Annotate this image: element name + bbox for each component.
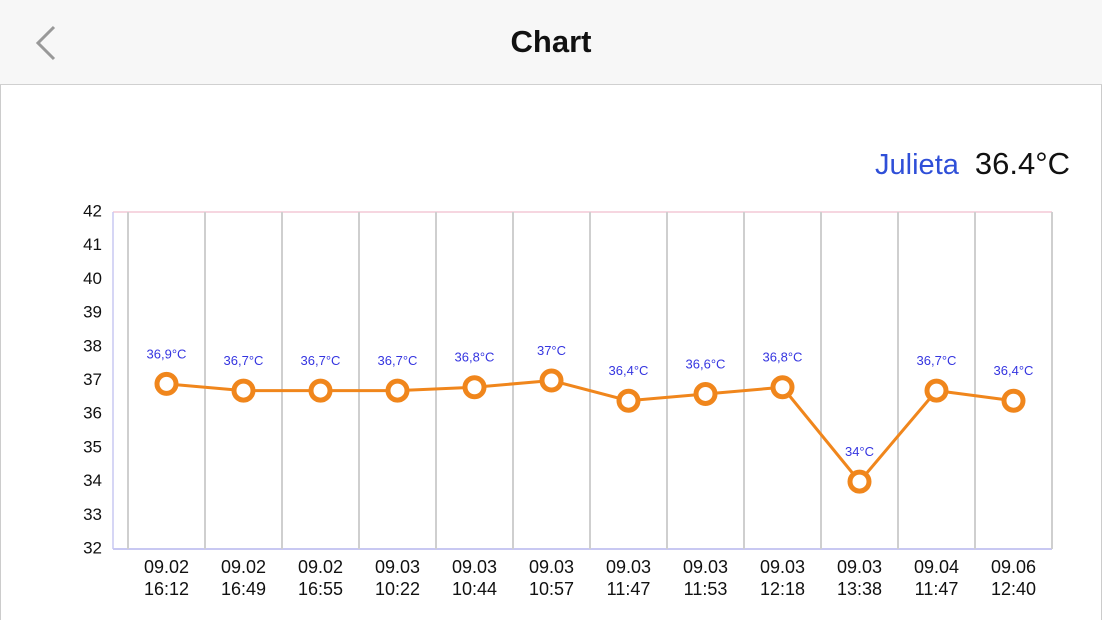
data-label: 34°C bbox=[845, 444, 874, 459]
point bbox=[770, 375, 795, 400]
y-tick-label: 40 bbox=[83, 269, 102, 288]
legend: Julieta 36.4°C bbox=[875, 146, 1070, 182]
y-tick-label: 36 bbox=[83, 404, 102, 423]
y-tick-label: 37 bbox=[83, 370, 102, 389]
x-tick-label: 09.04 11:47 bbox=[913, 557, 960, 599]
x-tick-label: 09.03 10:22 bbox=[374, 557, 421, 599]
data-label: 36,4°C bbox=[994, 363, 1034, 378]
back-chevron bbox=[35, 25, 56, 61]
data-label: 36,7°C bbox=[224, 353, 264, 368]
point bbox=[308, 378, 333, 403]
x-tick-label: 09.03 13:38 bbox=[836, 557, 883, 599]
y-tick-label: 38 bbox=[83, 336, 102, 355]
data-label: 36,8°C bbox=[763, 350, 803, 365]
data-label: 36,6°C bbox=[686, 356, 726, 371]
point bbox=[154, 371, 179, 396]
y-tick-label: 34 bbox=[83, 471, 102, 490]
x-tick-label: 09.03 11:47 bbox=[605, 557, 652, 599]
nav-bar: Chart bbox=[0, 0, 1102, 85]
point bbox=[462, 375, 487, 400]
point bbox=[847, 469, 872, 494]
x-tick-label: 09.03 10:57 bbox=[528, 557, 575, 599]
nav-title: Chart bbox=[510, 24, 592, 59]
legend-name: Julieta bbox=[875, 149, 959, 181]
point bbox=[616, 388, 641, 413]
point bbox=[924, 378, 949, 403]
x-tick-label: 09.02 16:55 bbox=[297, 557, 344, 599]
data-label: 36,9°C bbox=[147, 346, 187, 361]
point bbox=[231, 378, 256, 403]
y-tick-label: 33 bbox=[83, 505, 102, 524]
current-reading: 36.4°C bbox=[974, 146, 1070, 181]
point bbox=[539, 368, 564, 393]
point bbox=[693, 381, 718, 406]
data-label: 36,8°C bbox=[455, 350, 495, 365]
data-label: 36,4°C bbox=[609, 363, 649, 378]
data-label: 36,7°C bbox=[301, 353, 341, 368]
point bbox=[385, 378, 410, 403]
line bbox=[166, 378, 1014, 484]
data-label: 36,7°C bbox=[378, 353, 418, 368]
data-label: 36,7°C bbox=[917, 353, 957, 368]
x-tick-label: 09.02 16:49 bbox=[220, 557, 267, 599]
y-tick-label: 42 bbox=[83, 201, 102, 220]
x-tick-label: 09.02 16:12 bbox=[143, 557, 190, 599]
x-tick-label: 09.03 12:18 bbox=[759, 557, 806, 599]
back-button[interactable] bbox=[0, 0, 60, 85]
data-label: 37°C bbox=[537, 343, 566, 358]
point bbox=[1001, 388, 1026, 413]
x-tick-label: 09.03 10:44 bbox=[451, 557, 498, 599]
y-tick-label: 35 bbox=[83, 437, 102, 456]
x-tick-label: 09.03 11:53 bbox=[682, 557, 729, 599]
y-tick-label: 41 bbox=[83, 235, 102, 254]
y-tick-label: 39 bbox=[83, 303, 102, 322]
y-tick-label: 32 bbox=[83, 538, 102, 557]
x-tick-label: 09.06 12:40 bbox=[990, 557, 1037, 599]
